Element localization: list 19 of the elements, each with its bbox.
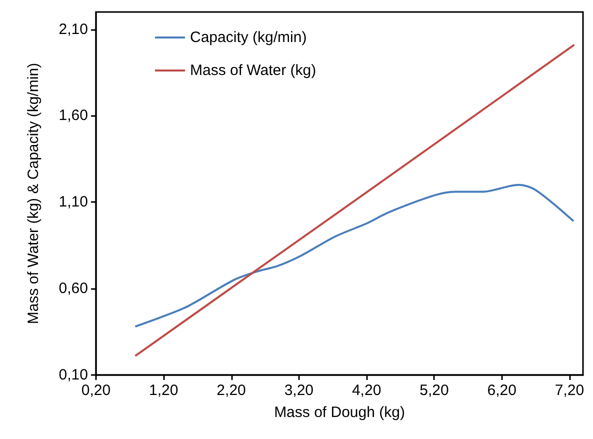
x-tick-label: 2,20	[216, 382, 246, 399]
legend-label: Capacity (kg/min)	[190, 29, 307, 46]
x-tick-label: 1,20	[149, 382, 178, 399]
x-tick-label: 0,20	[81, 382, 111, 399]
y-tick-label: 0,10	[58, 366, 88, 384]
line-series	[134, 44, 576, 357]
y-tick-label: 1,60	[58, 107, 88, 124]
y-tick-label: 1,10	[58, 194, 88, 211]
x-tick-label: 6,20	[487, 382, 516, 399]
x-tick-label: 7,20	[554, 382, 584, 399]
x-tick-label: 4,20	[352, 382, 382, 399]
x-tick-label: 3,20	[284, 382, 314, 399]
y-axis-title: Mass of Water (kg) & Capacity (kg/min)	[25, 62, 42, 324]
line-series	[134, 184, 575, 328]
x-axis-title: Mass of Dough (kg)	[274, 404, 405, 421]
x-tick-label: 5,20	[420, 382, 449, 399]
legend-label: Mass of Water (kg)	[190, 62, 316, 79]
y-tick-label: 2,10	[58, 20, 88, 38]
y-tick-label: 0,60	[58, 280, 88, 298]
